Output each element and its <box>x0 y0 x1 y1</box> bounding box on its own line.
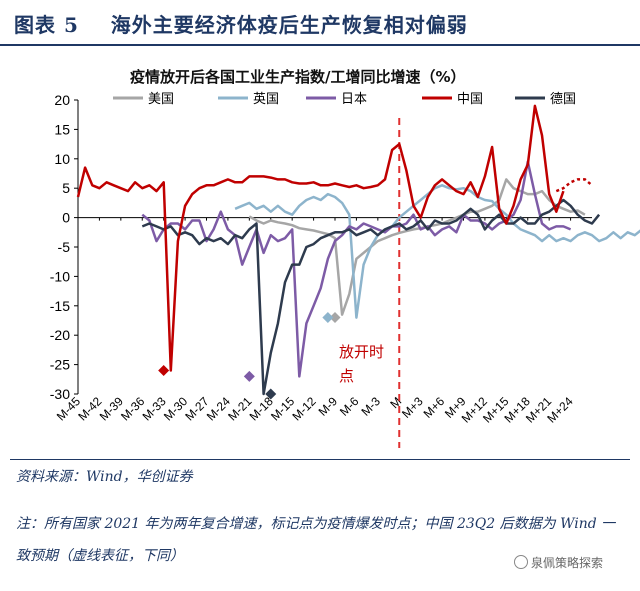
wechat-icon <box>514 555 528 569</box>
x-tick-label: M-6 <box>337 394 362 419</box>
legend-label-2: 日本 <box>341 92 367 107</box>
header-rule <box>0 44 640 46</box>
source-text: 资料来源：Wind，华创证券 <box>16 469 193 485</box>
outbreak-marker-4 <box>265 388 277 400</box>
y-tick-label: 20 <box>54 92 70 108</box>
watermark: 泉佩策略探索 <box>514 554 603 571</box>
legend-label-1: 英国 <box>253 92 279 107</box>
y-tick-label: 10 <box>54 151 70 167</box>
series-line-1 <box>234 184 640 319</box>
chart-title: 疫情放开后各国工业生产指数/工增同比增速（%） <box>130 68 466 86</box>
x-tick-label: M+3 <box>399 394 426 421</box>
x-tick-label: M-9 <box>316 394 341 419</box>
figure-label: 图表 5 <box>14 13 79 37</box>
y-tick-label: -20 <box>50 327 70 343</box>
series-line-3 <box>76 104 565 372</box>
outbreak-marker-0 <box>329 312 341 324</box>
x-tick-label: M-3 <box>358 394 383 419</box>
footer-rule <box>10 459 630 460</box>
outbreak-marker-3 <box>158 364 170 376</box>
annotation-label-line2: 点 <box>339 367 354 385</box>
x-tick-label: M+6 <box>421 394 448 421</box>
annotation-label-line1: 放开时 <box>339 343 384 361</box>
y-tick-label: -30 <box>50 386 70 402</box>
note-text: 注：所有国家 2021 年为两年复合增速，标记点为疫情爆发时点；中国 23Q2 … <box>16 516 616 564</box>
y-tick-label: 5 <box>62 180 70 196</box>
series-forecast-3 <box>555 178 593 193</box>
figure-header: 图表 5 海外主要经济体疫后生产恢复相对偏弱 <box>0 0 640 44</box>
legend-label-4: 德国 <box>550 92 576 107</box>
y-tick-label: -5 <box>58 239 71 255</box>
legend-label-0: 美国 <box>148 92 174 107</box>
series-line-0 <box>248 178 586 316</box>
y-tick-label: 15 <box>54 121 70 137</box>
outbreak-marker-1 <box>322 312 334 324</box>
y-tick-label: -25 <box>50 357 70 373</box>
x-tick-label: M+24 <box>544 394 576 426</box>
watermark-text: 泉佩策略探索 <box>531 556 604 570</box>
y-tick-label: -10 <box>50 268 70 284</box>
series-line-4 <box>141 198 601 396</box>
figure-heading: 海外主要经济体疫后生产恢复相对偏弱 <box>110 13 468 37</box>
y-tick-label: -15 <box>50 298 70 314</box>
legend-label-3: 中国 <box>457 92 483 107</box>
series-line-2 <box>141 160 572 378</box>
y-tick-label: 0 <box>62 210 70 226</box>
outbreak-marker-2 <box>243 370 255 382</box>
line-chart: 20151050-5-10-15-20-25-30M-45M-42M-39M-3… <box>50 92 640 448</box>
figure-title: 图表 5 海外主要经济体疫后生产恢复相对偏弱 <box>14 9 468 38</box>
